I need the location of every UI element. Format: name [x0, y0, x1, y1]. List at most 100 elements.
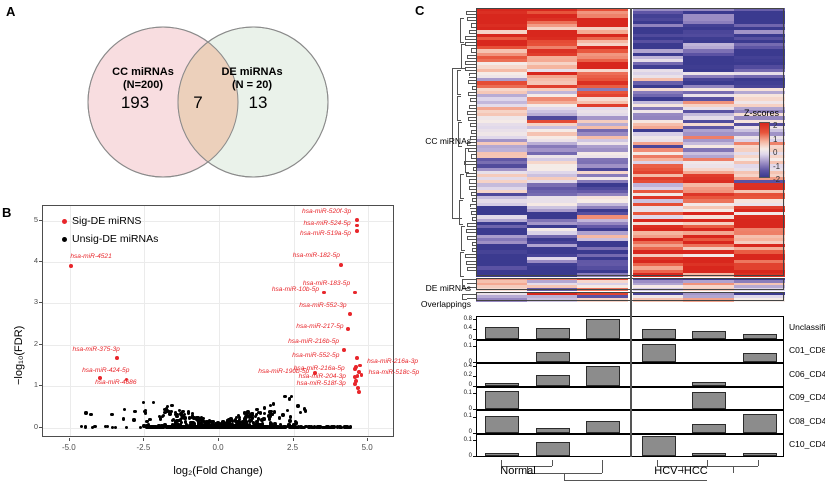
- heatmap-cell: [526, 193, 578, 197]
- heatmap-cell: [632, 106, 684, 111]
- heatmap-cell: [683, 135, 734, 140]
- volcano-point-nonsig: [244, 420, 249, 424]
- bar-ytick-mark: [473, 385, 476, 387]
- heatmap-cell: [577, 55, 628, 60]
- heatmap-cell: [577, 106, 628, 111]
- volcano-point-nonsig: [173, 420, 178, 424]
- heatmap-cell: [476, 90, 527, 95]
- volcano-point-nonsig: [189, 421, 193, 425]
- heatmap-cell: [683, 142, 734, 146]
- heatmap-cell: [577, 97, 628, 102]
- heatmap-cell: [683, 11, 734, 15]
- heatmap-cell: [683, 253, 734, 258]
- volcano-point-nonsig: [213, 425, 217, 429]
- heatmap-cell: [577, 94, 628, 98]
- gridline-vertical: [219, 206, 220, 436]
- heatmap-cell: [577, 75, 628, 79]
- heatmap-cell: [577, 272, 628, 277]
- group-label-hcv-hcc: HCV−HCC: [654, 465, 708, 477]
- dendrogram-segment: [472, 251, 476, 253]
- volcano-point-nonsig: [201, 416, 205, 421]
- dendrogram-segment: [472, 170, 476, 172]
- heatmap-cell: [476, 253, 527, 258]
- heatmap-cell: [683, 173, 734, 178]
- heatmap-cell: [577, 145, 628, 149]
- heatmap-cell: [683, 177, 734, 181]
- heatmap-cell: [632, 8, 684, 12]
- heatmap-cell: [526, 87, 578, 92]
- volcano-point-nonsig: [184, 422, 189, 427]
- heatmap-cell: [632, 43, 684, 47]
- volcano-point-nonsig: [83, 425, 87, 429]
- heatmap-cell: [632, 110, 684, 114]
- heatmap-cell: [526, 154, 578, 159]
- gridline-horizontal: [43, 261, 393, 263]
- volcano-point-nonsig: [276, 425, 280, 429]
- heatmap-cell: [683, 269, 734, 274]
- heatmap-cell: [577, 30, 628, 35]
- heatmap-cell: [526, 170, 578, 175]
- heatmap-cell: [577, 132, 628, 137]
- heatmap-cell: [526, 59, 578, 63]
- bar-ytick-mark: [473, 393, 476, 395]
- volcano-point-nonsig: [314, 425, 319, 430]
- bar-ytick-label: 0: [468, 429, 472, 435]
- heatmap-cell: [733, 247, 785, 252]
- heatmap-cell: [577, 84, 628, 89]
- heatmap-cell: [577, 183, 628, 188]
- bar-ytick-label: 0: [468, 382, 472, 388]
- heatmap-cell: [577, 173, 628, 178]
- venn-circle-left-outline: [87, 26, 239, 178]
- volcano-point-nonsig: [121, 417, 126, 421]
- heatmap-cell: [632, 250, 684, 255]
- volcano-point-nonsig: [205, 425, 209, 429]
- volcano-point-sig: [355, 374, 360, 379]
- heatmap-cell: [577, 167, 628, 172]
- volcano-point-sig: [356, 390, 361, 394]
- volcano-point-nonsig: [197, 425, 201, 430]
- dendrogram-segment: [466, 266, 468, 270]
- heatmap-cell: [526, 116, 578, 121]
- volcano-point-nonsig: [174, 412, 178, 417]
- volcano-point-nonsig: [103, 424, 107, 429]
- heatmap-cell: [733, 100, 785, 105]
- heatmap-cell: [577, 209, 628, 213]
- heatmap-cell: [632, 27, 684, 31]
- heatmap-cell: [526, 113, 578, 118]
- heatmap-cell: [632, 237, 684, 242]
- dendrogram-segment: [464, 257, 476, 259]
- heatmap-cell: [476, 81, 527, 86]
- heatmap-cell: [683, 59, 734, 63]
- heatmap-cell: [733, 177, 785, 181]
- dendrogram-segment: [460, 250, 465, 251]
- heatmap-cell: [476, 103, 527, 108]
- heatmap-cell: [526, 228, 578, 232]
- volcano-point-nonsig: [169, 409, 173, 414]
- heatmap-cell: [577, 260, 628, 264]
- bar-ytick-mark: [473, 328, 476, 330]
- heatmap-cell: [526, 269, 578, 274]
- volcano-point-sig: [357, 370, 362, 375]
- volcano-point-nonsig: [279, 422, 283, 427]
- volcano-point-nonsig: [189, 416, 194, 420]
- volcano-point-nonsig: [79, 424, 84, 429]
- panel-a-letter: A: [6, 4, 16, 19]
- volcano-point-nonsig: [266, 425, 270, 429]
- volcano-point-nonsig: [301, 425, 305, 429]
- heatmap-cell: [632, 177, 684, 181]
- heatmap-cell: [526, 253, 578, 258]
- heatmap-cell: [577, 151, 628, 156]
- volcano-point-nonsig: [208, 419, 212, 423]
- heatmap-cell: [577, 269, 628, 274]
- dendrogram-segment: [467, 148, 476, 150]
- dendrogram-segment: [460, 18, 465, 19]
- heatmap-cell: [526, 84, 578, 89]
- panel-c-letter: C: [415, 3, 425, 18]
- heatmap-cell: [476, 65, 527, 70]
- volcano-point-nonsig: [142, 424, 146, 428]
- heatmap-cell: [577, 14, 628, 19]
- dendrogram-segment: [468, 32, 476, 34]
- heatmap-cell: [733, 87, 785, 92]
- heatmap-cell: [683, 55, 734, 60]
- bar: [535, 442, 570, 456]
